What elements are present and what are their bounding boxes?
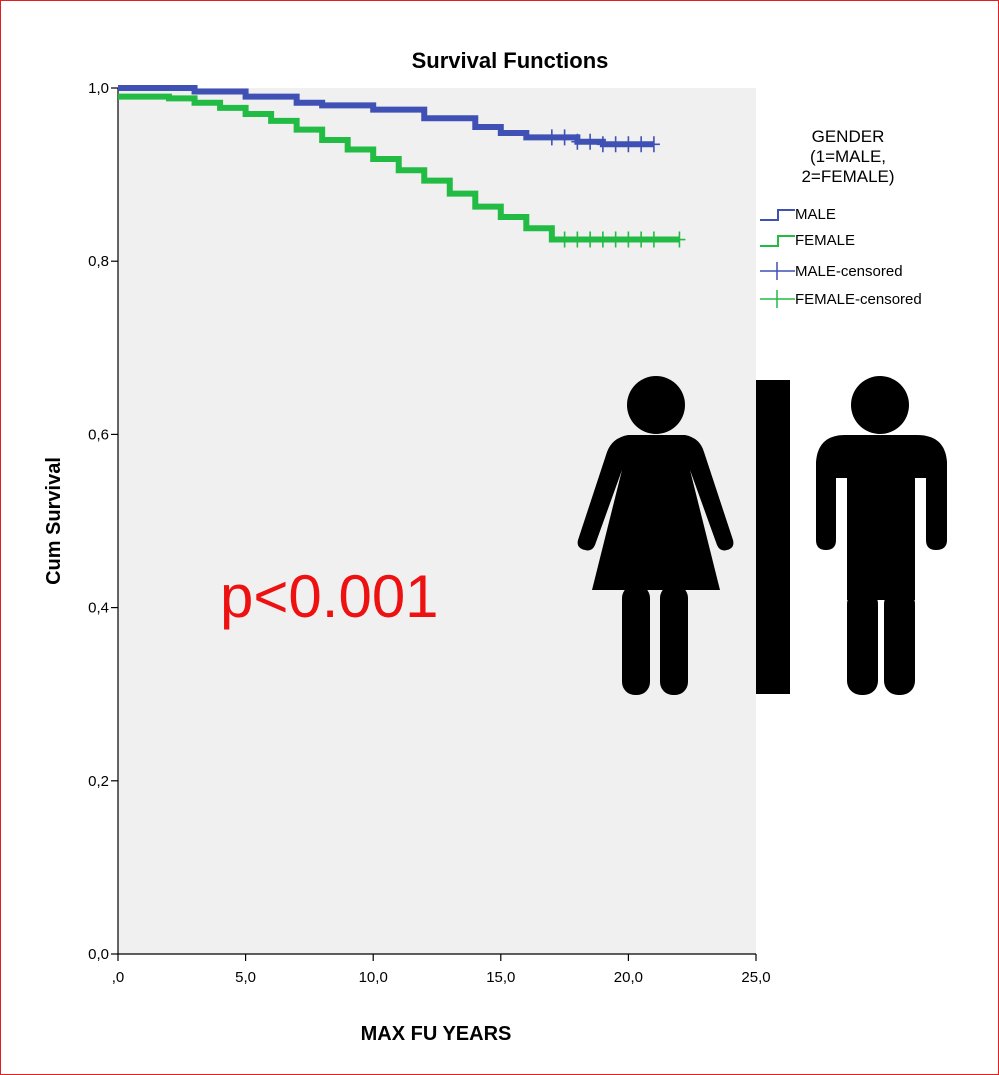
legend-title-line-3: 2=FEMALE) xyxy=(801,167,894,186)
male-censored-mark xyxy=(647,136,660,153)
x-tick-label: ,0 xyxy=(112,969,125,986)
legend-label-male-censored: MALE-censored xyxy=(795,263,903,280)
female-censored-mark xyxy=(635,231,648,248)
female-censored-mark xyxy=(584,231,597,248)
male-censored-mark xyxy=(609,136,622,153)
female-censored-mark xyxy=(596,231,609,248)
y-tick-label: 0,6 xyxy=(88,426,109,443)
legend-female-line-swatch xyxy=(760,235,795,247)
x-axis-title: MAX FU YEARS xyxy=(361,1023,512,1045)
chart-title: Survival Functions xyxy=(412,48,609,73)
legend-title-line-1: GENDER xyxy=(812,127,885,146)
female-censored-mark xyxy=(571,231,584,248)
legend-label-female-censored: FEMALE-censored xyxy=(795,291,922,308)
series-layer xyxy=(118,85,686,248)
legend: GENDER (1=MALE, 2=FEMALE) MALE FEMALE MA… xyxy=(760,127,922,308)
female-censored-mark xyxy=(673,231,686,248)
legend-male-line-swatch xyxy=(760,209,795,221)
legend-female-censored-swatch xyxy=(760,290,795,308)
y-tick-label: 0,4 xyxy=(88,600,109,617)
female-censored-mark xyxy=(558,231,571,248)
male-censored-mark xyxy=(622,136,635,153)
x-tick-label: 20,0 xyxy=(614,969,643,986)
p-value-annotation: p<0.001 xyxy=(220,563,439,630)
male-censored-mark xyxy=(584,133,597,150)
x-tick-label: 5,0 xyxy=(235,969,256,986)
legend-male-censored-swatch xyxy=(760,262,795,280)
x-tick-label: 15,0 xyxy=(486,969,515,986)
y-tick-label: 1,0 xyxy=(88,80,109,97)
female-censored-mark xyxy=(647,231,660,248)
y-tick-label: 0,8 xyxy=(88,253,109,270)
male-censored-mark xyxy=(571,133,584,150)
legend-title-line-2: (1=MALE, xyxy=(810,147,886,166)
y-axis-title: Cum Survival xyxy=(43,457,65,585)
male-censored-mark xyxy=(635,136,648,153)
y-ticks: 0,0 0,2 0,4 0,6 0,8 1,0 xyxy=(88,80,118,963)
gender-divider-bar xyxy=(756,380,790,694)
legend-label-female: FEMALE xyxy=(795,232,855,249)
x-ticks: ,0 5,0 10,0 15,0 20,0 25,0 xyxy=(112,954,771,986)
female-censored-mark xyxy=(609,231,622,248)
x-tick-label: 25,0 xyxy=(741,969,770,986)
male-censored-mark xyxy=(545,129,558,146)
y-tick-label: 0,2 xyxy=(88,773,109,790)
female-censored-mark xyxy=(622,231,635,248)
male-censored-mark xyxy=(596,136,609,153)
female-person-icon xyxy=(577,376,734,695)
male-person-icon xyxy=(816,376,947,695)
y-tick-label: 0,0 xyxy=(88,946,109,963)
male-censored-mark xyxy=(558,129,571,146)
x-tick-label: 10,0 xyxy=(359,969,388,986)
female-survival-line xyxy=(118,93,680,243)
legend-label-male: MALE xyxy=(795,206,836,223)
